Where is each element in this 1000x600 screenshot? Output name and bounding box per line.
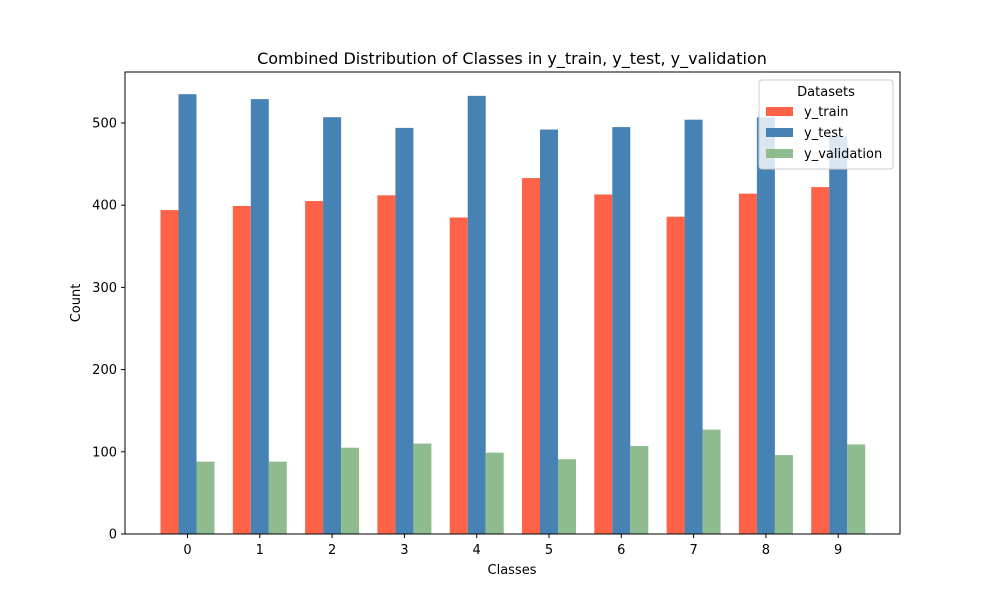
bar-y_test-7: [684, 119, 703, 534]
bar-y_test-6: [612, 127, 631, 534]
bar-y_train-2: [305, 201, 324, 534]
x-tick-label: 9: [834, 543, 842, 558]
bar-y_validation-0: [196, 461, 215, 534]
x-tick-label: 3: [400, 543, 408, 558]
x-tick-label: 6: [617, 543, 625, 558]
bar-y_train-3: [377, 195, 396, 534]
x-tick-label: 5: [545, 543, 553, 558]
bar-y_train-8: [738, 193, 757, 535]
bar-y_test-2: [323, 117, 342, 534]
bar-y_validation-6: [630, 446, 649, 534]
legend-swatch-y_train: [766, 107, 793, 116]
y-tick-label: 500: [92, 116, 117, 131]
x-tick-label: 0: [183, 543, 191, 558]
bar-y_validation-7: [702, 429, 721, 534]
y-tick-label: 100: [92, 445, 117, 460]
y-tick-label: 400: [92, 199, 117, 214]
bar-y_train-5: [522, 178, 540, 534]
y-tick-label: 0: [109, 528, 117, 543]
x-axis: 0 1 2 3 4 5 6 7 8 9: [183, 534, 842, 558]
bar-y_validation-5: [558, 459, 576, 534]
bar-y_validation-4: [485, 452, 504, 534]
bar-y_test-9: [829, 136, 848, 534]
x-axis-label: Classes: [488, 563, 537, 578]
x-tick-label: 1: [256, 543, 264, 558]
legend-swatch-y_validation: [766, 149, 793, 158]
chart-title: Combined Distribution of Classes in y_tr…: [257, 49, 767, 69]
y-tick-label: 200: [92, 363, 117, 378]
legend-label-y_validation: y_validation: [804, 147, 882, 162]
bar-y_validation-9: [847, 444, 866, 534]
bar-y_train-4: [449, 217, 468, 534]
bar-y_validation-2: [341, 447, 360, 534]
x-tick-label: 7: [689, 543, 697, 558]
legend-title: Datasets: [797, 85, 855, 100]
bar-y_train-0: [160, 210, 179, 535]
legend-label-y_test: y_test: [804, 126, 843, 141]
bar-y_train-7: [666, 216, 685, 534]
bar-y_validation-8: [774, 455, 793, 534]
legend-swatch-y_test: [766, 128, 793, 137]
x-tick-label: 2: [328, 543, 336, 558]
bar-y_test-8: [756, 117, 775, 534]
plot-frame: [124, 71, 901, 535]
x-tick-label: 4: [473, 543, 481, 558]
legend-label-y_train: y_train: [804, 105, 848, 120]
legend-box: [758, 79, 894, 170]
bar-y_test-3: [395, 127, 414, 534]
legend: Datasets y_train y_test y_validation: [758, 79, 894, 170]
y-tick-label: 300: [92, 281, 117, 296]
bar-y_train-9: [811, 187, 830, 534]
x-tick-label: 8: [762, 543, 770, 558]
bar-y_test-5: [540, 129, 558, 534]
bar-y_validation-1: [268, 461, 287, 534]
bar-y_train-6: [594, 194, 613, 534]
bar-y_validation-3: [413, 443, 432, 534]
bar-y_test-0: [178, 94, 197, 534]
y-axis-label: Count: [69, 284, 84, 323]
bar-y_test-1: [250, 99, 269, 534]
bar-y_train-1: [232, 205, 251, 534]
bars: [160, 94, 866, 535]
y-axis: 0 100 200 300 400 500: [92, 116, 125, 543]
bar-y_test-4: [467, 95, 486, 535]
